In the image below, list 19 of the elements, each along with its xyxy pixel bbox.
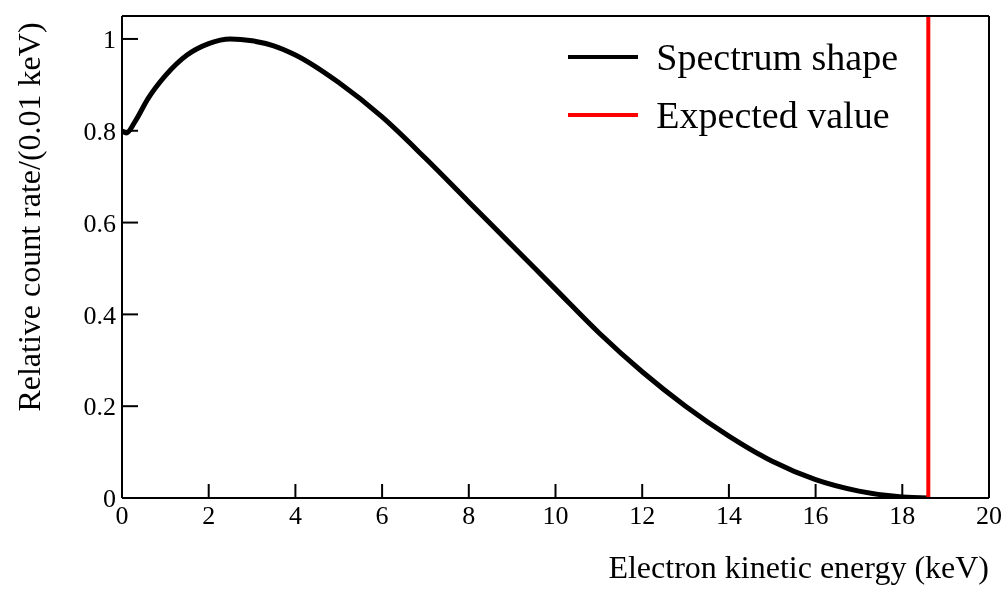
x-tick-label: 14 [715, 501, 742, 531]
x-tick-label: 4 [288, 501, 302, 531]
x-tick-label: 10 [542, 501, 569, 531]
y-tick-label: 0.6 [83, 208, 116, 238]
x-tick-label: 16 [802, 501, 829, 531]
y-tick-label: 0.4 [83, 300, 116, 330]
x-tick-label: 12 [629, 501, 656, 531]
y-axis-title: Relative count rate/(0.01 keV) [11, 22, 47, 412]
legend-label: Spectrum shape [656, 35, 898, 79]
y-tick-label: 0.8 [83, 116, 116, 146]
x-axis-title: Electron kinetic energy (keV) [608, 549, 989, 585]
y-tick-label: 1 [103, 25, 116, 55]
x-tick-label: 18 [889, 501, 916, 531]
x-tick-label: 6 [375, 501, 389, 531]
x-tick-label: 8 [462, 501, 476, 531]
x-tick-label: 20 [976, 501, 1002, 531]
x-tick-label: 2 [202, 501, 216, 531]
legend-label: Expected value [656, 93, 890, 137]
y-tick-label: 0.2 [83, 392, 116, 422]
